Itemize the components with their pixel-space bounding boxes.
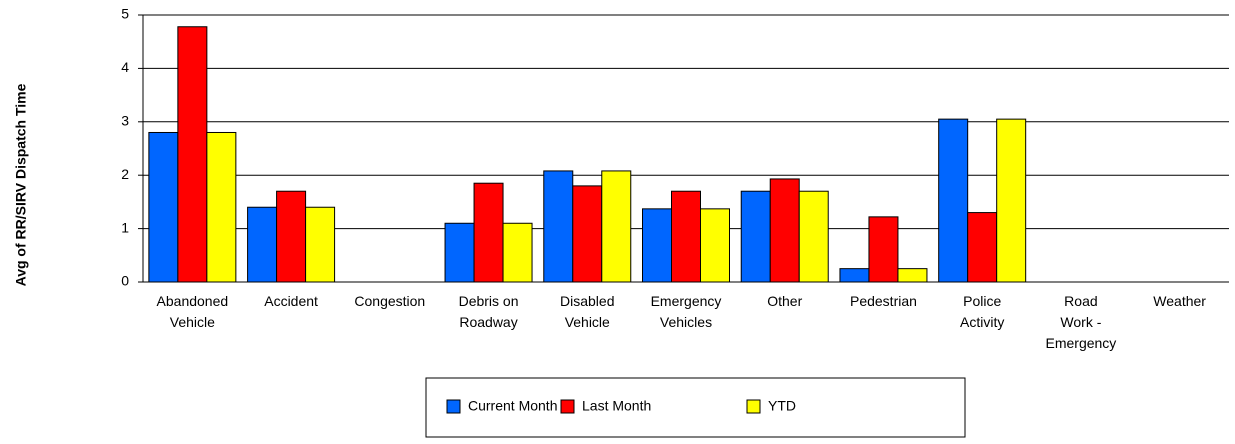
legend-box — [425, 377, 966, 438]
bar — [769, 178, 800, 283]
bar — [502, 222, 533, 283]
x-tick-label: Debris on — [459, 293, 519, 309]
bar — [996, 118, 1027, 283]
bar — [148, 131, 179, 283]
x-tick-label: Activity — [960, 314, 1004, 330]
bar — [839, 268, 870, 283]
x-tick-label: Abandoned — [157, 293, 229, 309]
x-tick-label: Accident — [264, 293, 318, 309]
bar — [444, 222, 475, 283]
bar — [177, 26, 208, 283]
x-tick-label: Work - — [1060, 314, 1101, 330]
y-tick-label: 4 — [121, 59, 129, 75]
x-tick-label: Emergency — [651, 293, 722, 309]
bar — [671, 190, 701, 283]
bar — [206, 131, 237, 283]
bar — [642, 208, 672, 283]
x-tick-label: Other — [767, 293, 802, 309]
legend-label: YTD — [768, 398, 796, 414]
bar — [798, 190, 829, 283]
bar — [276, 190, 307, 283]
x-tick-label: Police — [963, 293, 1001, 309]
x-tick-label: Disabled — [560, 293, 614, 309]
legend-swatch — [560, 399, 575, 414]
legend-swatch — [446, 399, 461, 414]
y-tick-label: 5 — [121, 6, 129, 22]
bar — [897, 268, 928, 283]
bar — [305, 206, 336, 283]
x-tick-label: Roadway — [459, 314, 517, 330]
legend-swatch — [746, 399, 761, 414]
bar — [572, 185, 603, 283]
x-tick-label: Vehicles — [660, 314, 712, 330]
bar — [700, 208, 730, 283]
legend-label: Current Month — [468, 398, 557, 414]
x-tick-label: Congestion — [354, 293, 425, 309]
y-axis-label: Avg of RR/SIRV Dispatch Time — [13, 83, 29, 286]
x-tick-label: Vehicle — [565, 314, 610, 330]
y-tick-label: 3 — [121, 113, 129, 129]
bar — [740, 190, 771, 283]
x-tick-label: Emergency — [1046, 335, 1117, 351]
bar — [938, 118, 969, 283]
bar — [247, 206, 278, 283]
x-tick-label: Vehicle — [170, 314, 215, 330]
x-tick-label: Pedestrian — [850, 293, 917, 309]
x-tick-label: Road — [1064, 293, 1097, 309]
bar — [543, 170, 574, 283]
bar — [473, 182, 504, 283]
y-tick-label: 0 — [121, 273, 129, 289]
legend-label: Last Month — [582, 398, 651, 414]
bar — [868, 216, 899, 283]
x-tick-label: Weather — [1153, 293, 1206, 309]
y-tick-label: 2 — [121, 166, 129, 182]
y-tick-label: 1 — [121, 219, 129, 235]
bar — [601, 170, 632, 283]
bar — [967, 212, 998, 283]
